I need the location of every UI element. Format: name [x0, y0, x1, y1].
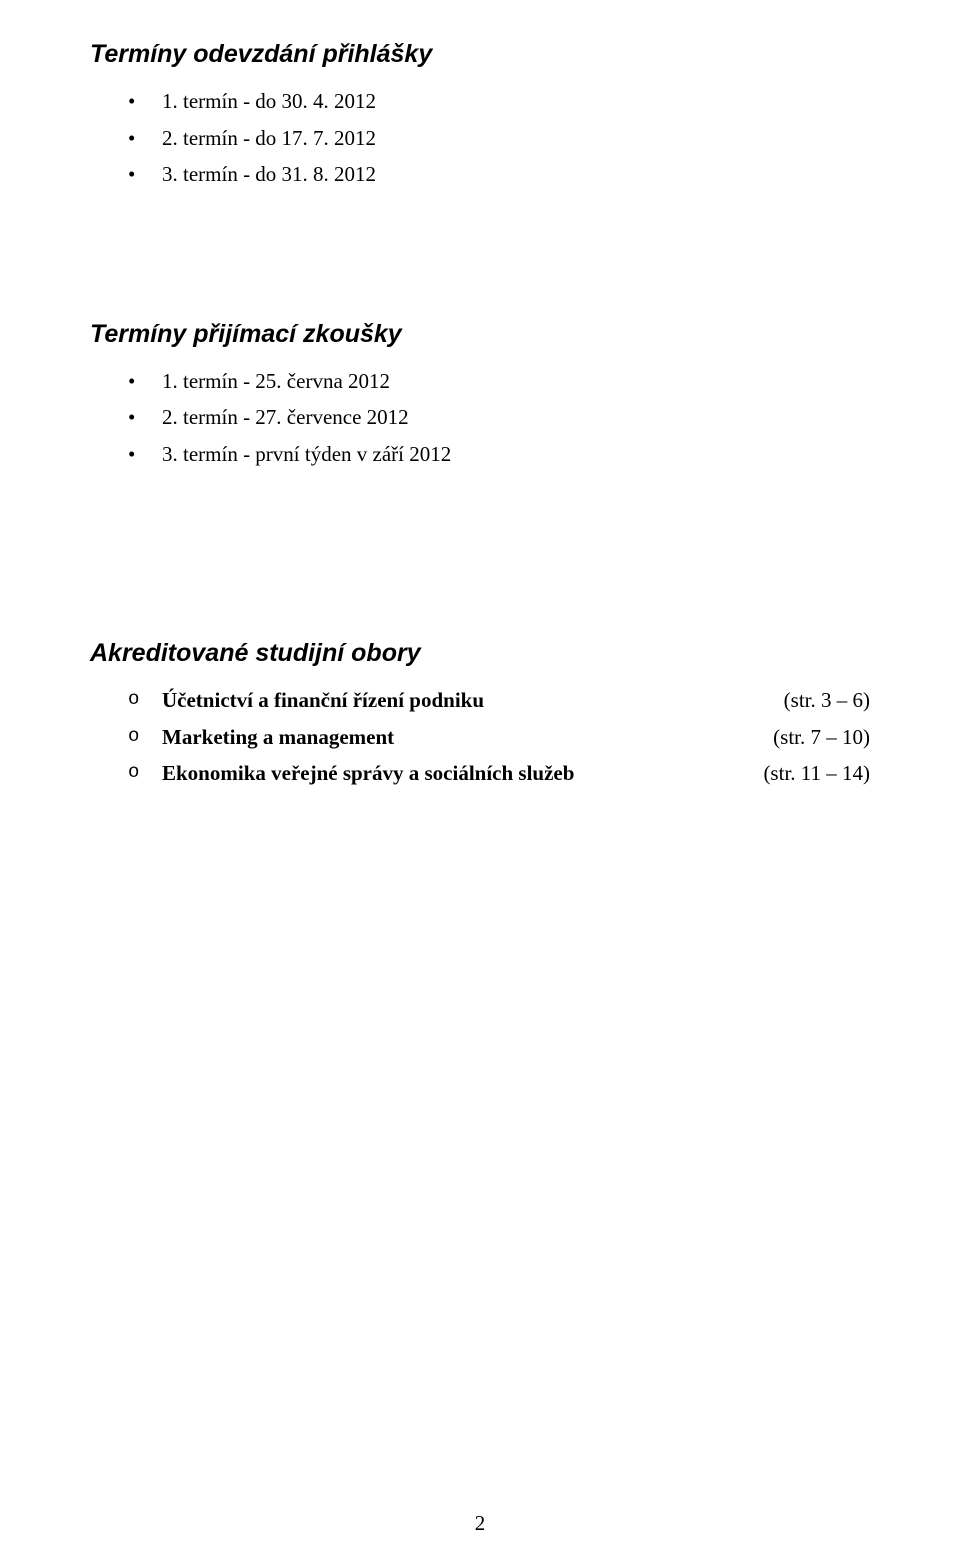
section-title-exams: Termíny přijímací zkoušky [90, 316, 870, 352]
list-item: 1. termín - do 30. 4. 2012 [128, 86, 870, 116]
list-item: 2. termín - do 17. 7. 2012 [128, 123, 870, 153]
list-item: Ekonomika veřejné správy a sociálních sl… [128, 758, 870, 788]
list-item: 3. termín - první týden v září 2012 [128, 439, 870, 469]
program-label: Marketing a management [162, 722, 773, 752]
list-item: 2. termín - 27. července 2012 [128, 402, 870, 432]
program-row: Marketing a management (str. 7 – 10) [162, 722, 870, 752]
program-pageref: (str. 3 – 6) [784, 685, 870, 715]
list-item: 1. termín - 25. června 2012 [128, 366, 870, 396]
deadlines-list: 1. termín - do 30. 4. 2012 2. termín - d… [90, 86, 870, 189]
program-row: Ekonomika veřejné správy a sociálních sl… [162, 758, 870, 788]
exams-list: 1. termín - 25. června 2012 2. termín - … [90, 366, 870, 469]
section-title-programs: Akreditované studijní obory [90, 635, 870, 671]
program-pageref: (str. 11 – 14) [763, 758, 870, 788]
spacer [90, 196, 870, 316]
programs-list: Účetnictví a finanční řízení podniku (st… [90, 685, 870, 788]
list-item: Účetnictví a finanční řízení podniku (st… [128, 685, 870, 715]
document-page: Termíny odevzdání přihlášky 1. termín - … [0, 0, 960, 1560]
program-label: Ekonomika veřejné správy a sociálních sl… [162, 758, 763, 788]
page-number: 2 [0, 1508, 960, 1538]
list-item: Marketing a management (str. 7 – 10) [128, 722, 870, 752]
spacer [90, 475, 870, 635]
section-title-deadlines: Termíny odevzdání přihlášky [90, 36, 870, 72]
list-item: 3. termín - do 31. 8. 2012 [128, 159, 870, 189]
program-pageref: (str. 7 – 10) [773, 722, 870, 752]
program-label: Účetnictví a finanční řízení podniku [162, 685, 784, 715]
program-row: Účetnictví a finanční řízení podniku (st… [162, 685, 870, 715]
